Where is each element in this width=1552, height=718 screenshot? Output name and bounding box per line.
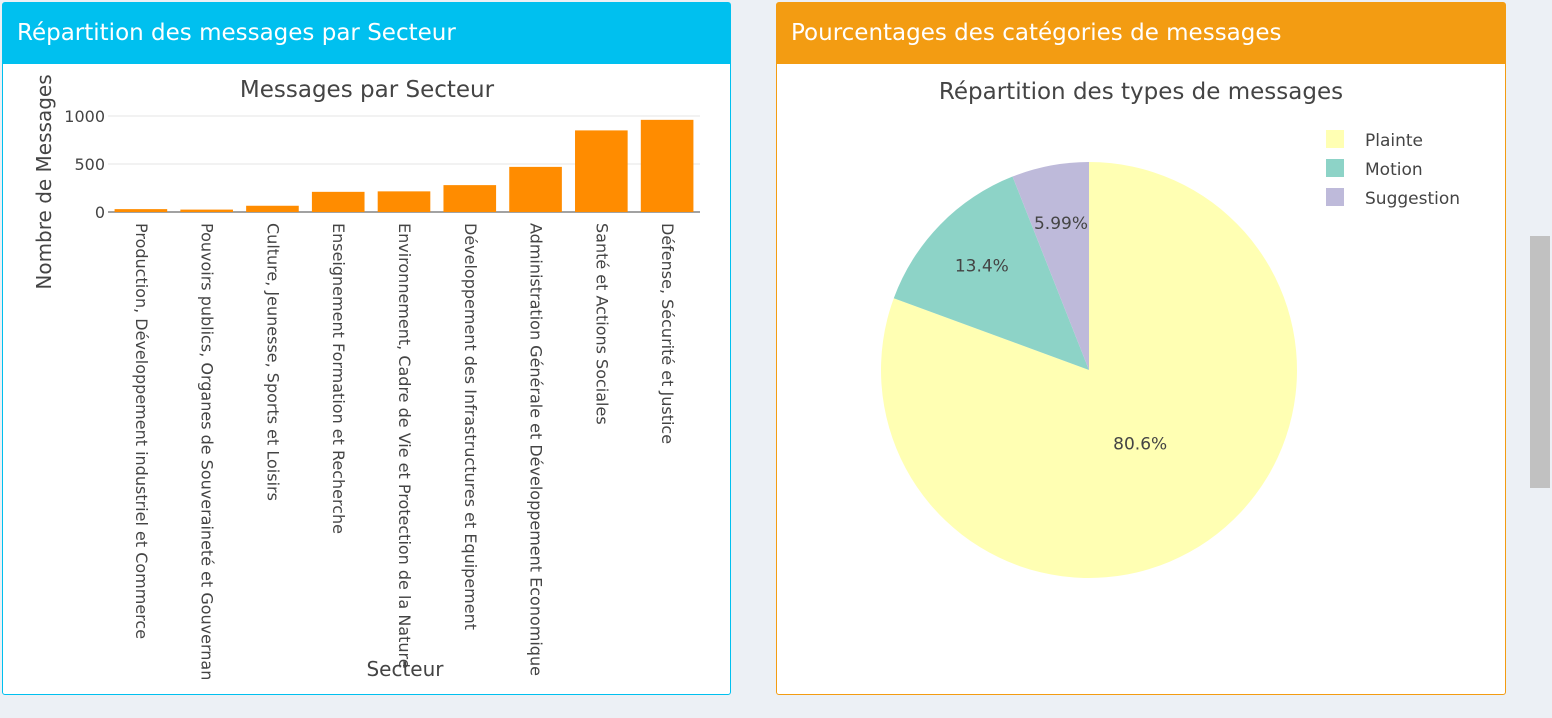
category-panel-title: Pourcentages des catégories de messages (777, 3, 1505, 64)
pie-slice[interactable] (893, 176, 1089, 370)
pie-legend-label[interactable]: Plainte (1365, 131, 1423, 151)
pie-legend-label[interactable]: Suggestion (1365, 189, 1460, 209)
pie-legend-swatch[interactable] (1326, 130, 1344, 148)
bar-chart-y-tick-label: 500 (74, 155, 105, 174)
bar-chart-x-tick-label: Culture, Jeunesse, Sports et Loisirs (263, 223, 282, 501)
bar-chart-bar[interactable] (640, 119, 694, 212)
bar-chart-y-axis-label: Nombre de Messages (32, 74, 56, 289)
bar-chart-x-tick-label: Défense, Sécurité et Justice (658, 223, 677, 444)
bar-chart-x-tick-label: Pouvoirs publics, Organes de Souverainet… (198, 223, 217, 694)
bar-chart-x-tick-label: Environnement, Cadre de Vie et Protectio… (395, 223, 414, 669)
bar-chart-x-tick-label: Production, Développement industriel et … (132, 223, 151, 639)
bar-chart-title: Messages par Secteur (240, 77, 495, 103)
sector-panel-title: Répartition des messages par Secteur (3, 3, 730, 64)
pie-slice-label: 80.6% (1113, 434, 1167, 454)
bar-chart-bar[interactable] (575, 130, 628, 212)
bar-chart-x-tick-label: Santé et Actions Sociales (592, 223, 611, 425)
category-panel: Pourcentages des catégories de messages … (776, 2, 1506, 695)
pie-chart: Répartition des types de messages 80.6% 1… (881, 79, 1460, 578)
pie-chart-title: Répartition des types de messages (939, 79, 1343, 105)
page-scrollbar-thumb[interactable] (1530, 236, 1550, 488)
bar-chart-y-tick-label: 1000 (64, 107, 105, 126)
bar-chart-bar[interactable] (377, 191, 431, 212)
pie-legend-swatch[interactable] (1326, 159, 1344, 177)
bar-chart: Messages par Secteur 0 500 1000 Production… (32, 74, 700, 694)
bar-chart-bar[interactable] (114, 209, 168, 212)
pie-slice[interactable] (1012, 162, 1089, 370)
bar-chart-x-tick-label: Développement des Infrastructures et Equ… (461, 223, 480, 630)
bar-chart-x-tick-label: Enseignement Formation et Recherche (329, 223, 348, 534)
pie-legend-label[interactable]: Motion (1365, 160, 1423, 180)
bar-chart-bar[interactable] (443, 185, 497, 212)
bar-chart-bar[interactable] (246, 205, 299, 212)
sector-panel: Répartition des messages par Secteur Mes… (2, 2, 731, 695)
pie-slice-label: 13.4% (955, 256, 1009, 276)
bar-chart-y-tick-label: 0 (95, 203, 105, 222)
bar-chart-bar[interactable] (180, 209, 233, 212)
bar-chart-x-tick-label: Administration Générale et Développement… (527, 223, 546, 676)
bar-chart-bar[interactable] (311, 191, 365, 212)
pie-slice-label: 5.99% (1034, 214, 1088, 234)
bar-chart-x-axis-label: Secteur (366, 657, 444, 681)
pie-legend-swatch[interactable] (1326, 188, 1344, 206)
bar-chart-bar[interactable] (509, 166, 562, 212)
